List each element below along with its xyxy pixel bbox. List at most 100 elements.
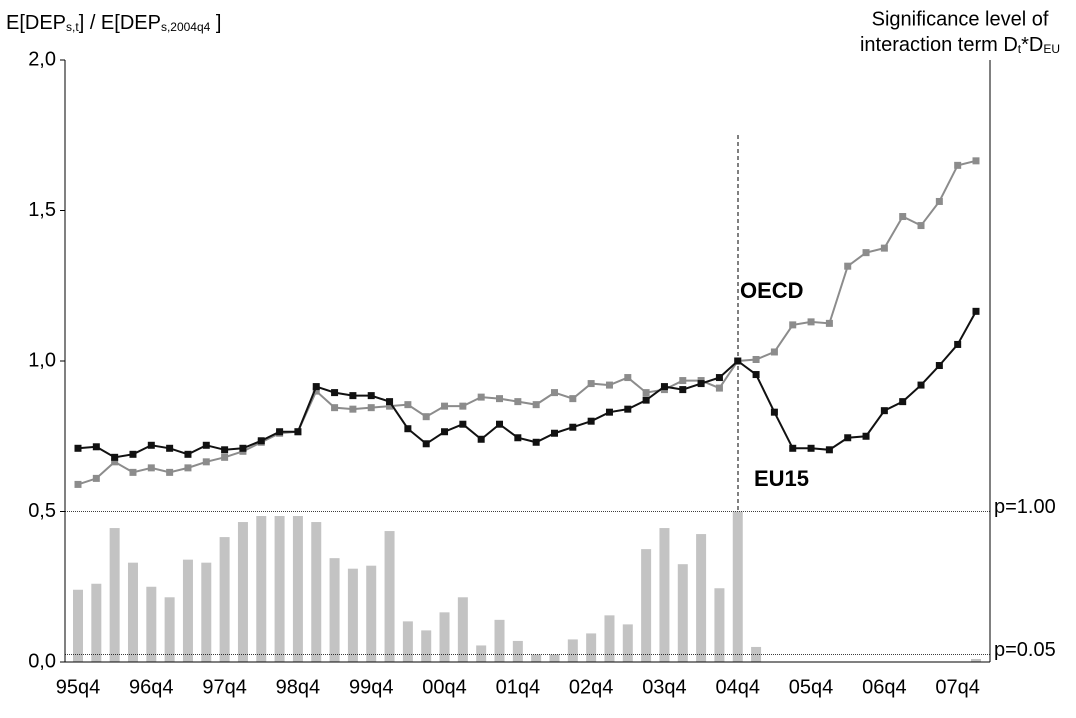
marker [221, 453, 229, 461]
series-label: OECD [740, 278, 804, 303]
marker [862, 432, 870, 440]
bar [622, 624, 633, 662]
marker [917, 381, 925, 389]
marker [935, 197, 943, 205]
marker [276, 428, 284, 436]
bar [127, 562, 138, 662]
bar [256, 516, 267, 662]
bar [146, 586, 157, 662]
bar [164, 597, 175, 662]
bar [329, 558, 340, 662]
marker [954, 161, 962, 169]
marker [404, 401, 412, 409]
bar [402, 621, 413, 662]
marker [605, 381, 613, 389]
marker [899, 213, 907, 221]
marker [129, 468, 137, 476]
marker [239, 444, 247, 452]
x-tick-label: 04q4 [716, 676, 761, 698]
marker [386, 402, 394, 410]
marker [294, 428, 302, 436]
marker [605, 408, 613, 416]
marker [367, 392, 375, 400]
bar [604, 615, 615, 662]
marker [202, 441, 210, 449]
y-tick-label: 2,0 [28, 48, 56, 70]
marker [147, 441, 155, 449]
marker [257, 437, 265, 445]
x-tick-label: 05q4 [789, 676, 834, 698]
line [77, 310, 977, 459]
marker [202, 458, 210, 466]
bar [91, 583, 102, 662]
marker [221, 446, 229, 454]
bar [641, 549, 652, 662]
bar [274, 516, 285, 662]
marker [74, 444, 82, 452]
bar [494, 619, 505, 662]
marker [844, 434, 852, 442]
marker [184, 464, 192, 472]
marker [386, 398, 394, 406]
marker [844, 262, 852, 270]
bar [714, 588, 725, 662]
line [77, 159, 977, 486]
bar [109, 528, 120, 662]
bar [531, 654, 542, 662]
marker [477, 435, 485, 443]
marker [514, 434, 522, 442]
bar [549, 654, 560, 662]
marker [331, 389, 339, 397]
marker [807, 318, 815, 326]
bar [384, 531, 395, 662]
y-tick-label: 0,0 [28, 650, 56, 672]
marker [111, 458, 119, 466]
marker [715, 384, 723, 392]
marker [642, 389, 650, 397]
marker [312, 387, 320, 395]
y-tick-label: 0,5 [28, 500, 56, 522]
bar [732, 511, 743, 662]
bar [751, 646, 762, 662]
marker [752, 355, 760, 363]
marker [954, 340, 962, 348]
marker [459, 402, 467, 410]
marker [496, 395, 504, 403]
marker [697, 380, 705, 388]
bar [201, 562, 212, 662]
series-label: EU15 [754, 466, 809, 491]
marker [569, 395, 577, 403]
marker [880, 407, 888, 415]
marker [422, 440, 430, 448]
bar [586, 633, 597, 662]
bar [73, 589, 83, 662]
marker [715, 374, 723, 382]
bar [421, 630, 432, 662]
marker [752, 371, 760, 379]
marker [917, 222, 925, 230]
marker [166, 444, 174, 452]
bar [182, 559, 193, 662]
marker [972, 307, 980, 315]
marker [587, 417, 595, 425]
marker [972, 157, 980, 165]
bar [659, 528, 670, 662]
bar [971, 658, 981, 662]
x-tick-label: 06q4 [862, 676, 907, 698]
marker [569, 423, 577, 431]
marker [331, 404, 339, 412]
marker [532, 438, 540, 446]
marker [550, 389, 558, 397]
bar [237, 522, 248, 662]
marker [459, 420, 467, 428]
marker [807, 444, 815, 452]
x-tick-label: 07q4 [935, 676, 980, 698]
marker [825, 446, 833, 454]
marker [404, 425, 412, 433]
bar [696, 534, 707, 662]
marker [789, 444, 797, 452]
bar [457, 597, 468, 662]
marker [441, 402, 449, 410]
y2-axis-label: Significance level of [872, 8, 1049, 30]
